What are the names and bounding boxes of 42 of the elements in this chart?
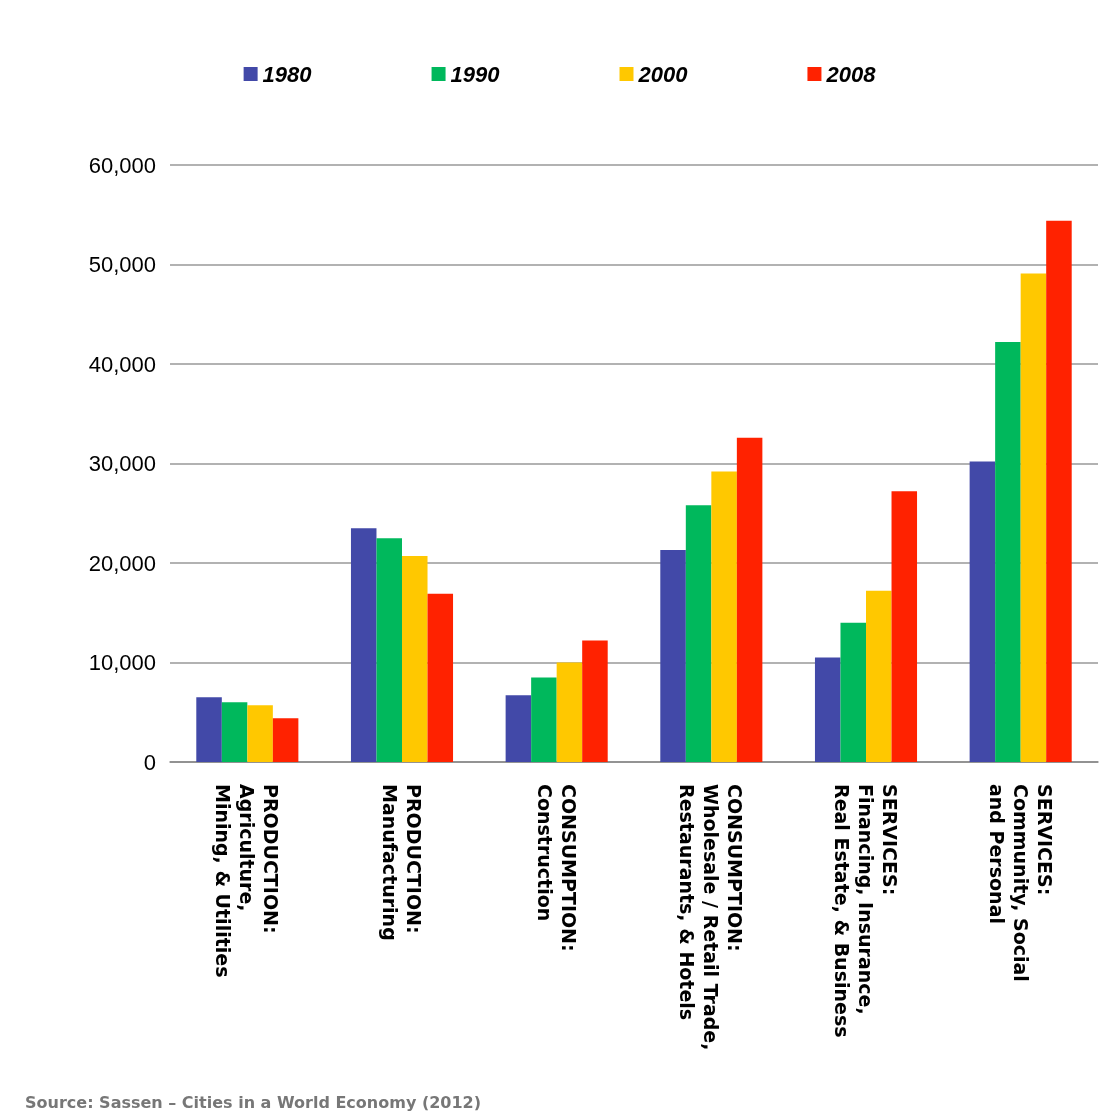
bar [221,702,248,762]
bar [660,550,686,762]
bar [1046,220,1072,762]
legend-label: 1980 [262,61,313,87]
x-tick-label: PRODUCTION: Agriculture, Mining, & Utilities [212,784,283,978]
bar [350,528,377,762]
bar [995,342,1021,762]
bar [814,657,841,762]
bar [427,593,454,762]
bar [505,695,532,762]
bar [711,471,737,762]
x-tick-label: CONSUMPTION: Wholesale / Retail Trade, Restaurants, & Hotels [676,784,747,1051]
bar [840,622,866,762]
bar [582,640,608,762]
bar [376,538,402,762]
bar [969,461,996,762]
y-tick-label: 0 [143,749,156,775]
bar [891,491,918,762]
x-tick-label: SERVICES: Community, Social and Personal [985,784,1056,982]
bar [556,662,583,762]
bar [736,437,763,762]
bar [866,590,892,762]
y-tick-label: 30,000 [88,451,156,476]
x-tick-label: CONSUMPTION: Construction [533,784,580,952]
bar [247,705,273,762]
bar [402,556,428,762]
bar [1020,273,1047,762]
y-tick-label: 50,000 [88,252,156,277]
y-tick-label: 60,000 [88,152,156,178]
bar [531,677,557,762]
bar [685,505,712,762]
source-note: Source: Sassen – Cities in a World Economy (2012) [25,1092,482,1112]
legend-label: 2000 [637,61,689,87]
x-tick-label: PRODUCTION: Manufacturing [379,784,425,941]
y-tick-label: 40,000 [88,351,156,377]
bar [272,718,299,762]
legend-label: 2008 [825,61,877,87]
bar [196,697,222,762]
legend-label: 1990 [450,61,501,87]
x-tick-label: SERVICES: Financing, Insurance, Real Estate, & Business [831,784,901,1038]
y-tick-label: 20,000 [88,550,156,576]
y-tick-label: 10,000 [88,650,156,675]
